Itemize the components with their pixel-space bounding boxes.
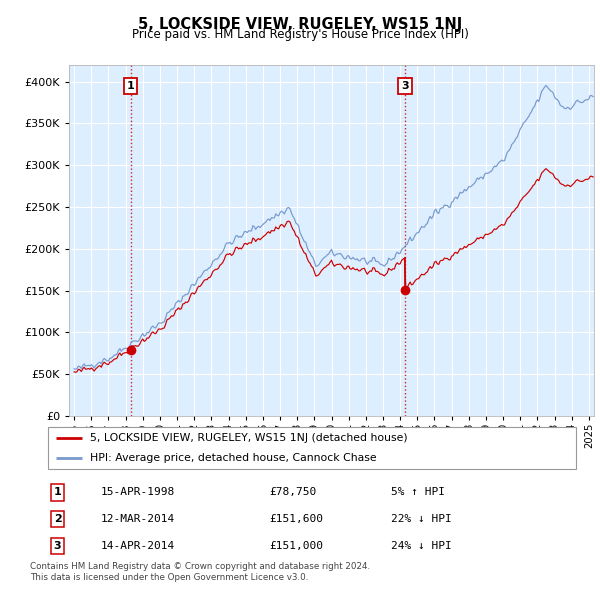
Text: 5% ↑ HPI: 5% ↑ HPI bbox=[391, 487, 445, 497]
Text: Contains HM Land Registry data © Crown copyright and database right 2024.
This d: Contains HM Land Registry data © Crown c… bbox=[30, 562, 370, 582]
Text: 2: 2 bbox=[53, 514, 61, 525]
Text: £78,750: £78,750 bbox=[270, 487, 317, 497]
Text: 3: 3 bbox=[53, 541, 61, 551]
Text: 24% ↓ HPI: 24% ↓ HPI bbox=[391, 541, 452, 551]
Text: 12-MAR-2014: 12-MAR-2014 bbox=[101, 514, 175, 525]
FancyBboxPatch shape bbox=[48, 427, 576, 469]
Text: 5, LOCKSIDE VIEW, RUGELEY, WS15 1NJ (detached house): 5, LOCKSIDE VIEW, RUGELEY, WS15 1NJ (det… bbox=[90, 433, 408, 443]
Text: HPI: Average price, detached house, Cannock Chase: HPI: Average price, detached house, Cann… bbox=[90, 454, 377, 463]
Text: 22% ↓ HPI: 22% ↓ HPI bbox=[391, 514, 452, 525]
Text: 15-APR-1998: 15-APR-1998 bbox=[101, 487, 175, 497]
Text: Price paid vs. HM Land Registry's House Price Index (HPI): Price paid vs. HM Land Registry's House … bbox=[131, 28, 469, 41]
Text: £151,000: £151,000 bbox=[270, 541, 324, 551]
Text: 5, LOCKSIDE VIEW, RUGELEY, WS15 1NJ: 5, LOCKSIDE VIEW, RUGELEY, WS15 1NJ bbox=[138, 17, 462, 31]
Text: 1: 1 bbox=[53, 487, 61, 497]
Text: £151,600: £151,600 bbox=[270, 514, 324, 525]
Text: 14-APR-2014: 14-APR-2014 bbox=[101, 541, 175, 551]
Text: 3: 3 bbox=[401, 81, 409, 91]
Text: 1: 1 bbox=[127, 81, 134, 91]
